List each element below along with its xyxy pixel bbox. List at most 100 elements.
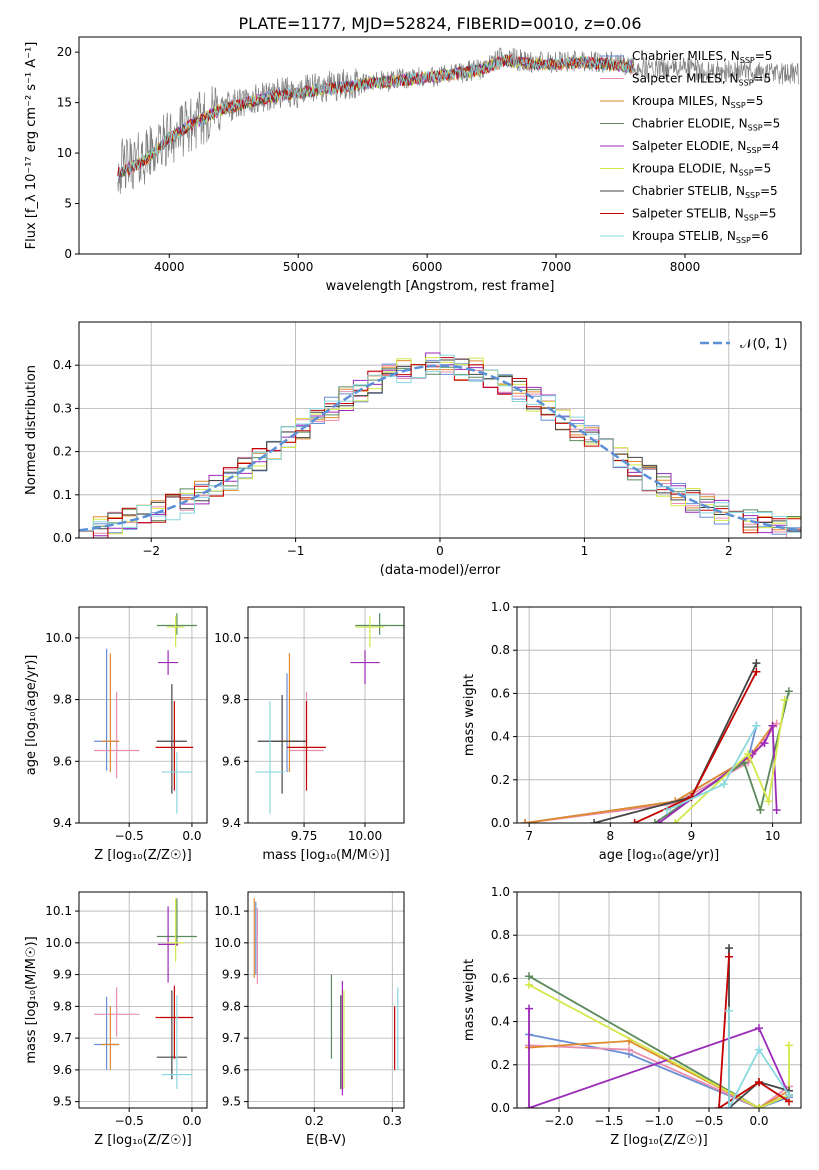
weight-point [715,1104,723,1108]
axes: −2 −1 0 1 2 0.0 0.1 0.2 0.3 0.4 (data-model)/error… [24,321,802,578]
plot-area [94,613,197,814]
weight-point [752,721,761,730]
x-tick-label: 7000 [541,260,572,274]
observed-spectrum [117,47,799,195]
weight-point [630,819,639,823]
x-tick-label: 4000 [154,260,185,274]
panel-age_vs_mass: 9.75 10.00 9.4 9.6 9.8 10.0 mass [log₁₀(M/M☉)] [214,606,405,863]
weight-point [756,806,765,815]
weight-line-8 [718,956,790,1108]
panel-mass_vs_Z: −0.5 0.0 9.5 9.6 9.7 9.8 9.9 10.0 10.1 Z [log₁₀(Z… [24,891,208,1148]
weight-line-3 [528,1040,790,1108]
axes-frame [247,891,405,1109]
weight-point [755,1078,763,1087]
y-tick-label: 0.8 [491,928,510,942]
model-spectrum-7 [117,54,634,178]
y-tick-label: 9.5 [222,1095,241,1109]
y-tick-label: 9.8 [222,999,241,1013]
x-tick-label: 2 [725,544,733,558]
y-tick-label: 10.0 [45,631,72,645]
axes: 9.75 10.00 9.4 9.6 9.8 10.0 mass [log₁₀(M/M☉)] [214,606,405,863]
x-axis-label: E(B-V) [306,1133,346,1148]
weight-line-3 [524,725,774,823]
x-tick-label: 8 [606,829,614,843]
x-axis-label: Z [log₁₀(Z/Z☉)] [94,1133,191,1148]
y-tick-label: 5 [64,197,72,211]
weight-line-5 [528,1008,790,1108]
y-tick-label: 9.6 [222,1063,241,1077]
x-axis-label: age [log₁₀(age/yr)] [599,848,720,863]
panel-mass_vs_ebv: 0.2 0.3 9.5 9.6 9.7 9.8 9.9 10.0 10.1 E(B-V) [214,891,405,1148]
x-axis-label: Z [log₁₀(Z/Z☉)] [94,848,191,863]
y-tick-label: 1.0 [491,600,510,614]
axes-frame [78,891,208,1109]
weight-point [671,819,680,823]
weight-point [650,819,659,823]
y-tick-label: 10 [57,146,72,160]
weight-point [760,739,769,748]
model-spectrum-8 [117,54,634,178]
weight-point [744,749,753,758]
y-tick-label: 9.4 [53,816,72,830]
y-axis-label: mass [log₁₀(M/M☉)] [24,936,39,1063]
weight-point [525,1004,533,1013]
y-tick-label: 0.2 [53,445,72,459]
weight-point [752,659,761,668]
plot-area [255,613,404,814]
weight-point [655,819,663,823]
y-tick-label: 0.0 [491,816,510,830]
y-tick-label: 0.1 [53,488,72,502]
legend-label: Kroupa MILES, NSSP=5 [632,94,763,110]
weight-point [525,980,533,989]
panel-weight_vs_age: 7 8 9 10 0.0 0.2 0.4 0.6 0.8 1.0 age [log₁₀(age/yr… [462,600,802,863]
axes-frame [247,606,405,824]
y-tick-label: 0.3 [53,401,72,415]
normal-curve [79,364,801,532]
weight-line-6 [528,984,790,1108]
x-axis-label: Z [log₁₀(Z/Z☉)] [610,1133,707,1148]
y-tick-label: 15 [57,96,72,110]
plot-area [525,944,793,1108]
legend-label: Salpeter STELIB, NSSP=5 [632,207,776,223]
legend-label: Salpeter MILES, NSSP=5 [632,72,771,88]
weight-point [590,819,599,823]
weight-line-6 [674,699,786,823]
y-tick-label: 9.5 [53,1095,72,1109]
y-tick-label: 9.6 [222,754,241,768]
y-axis-label: mass weight [462,959,477,1041]
y-tick-label: 0.6 [491,971,510,985]
x-tick-label: −1 [287,544,305,558]
y-tick-label: 10.0 [214,631,241,645]
weight-point [784,687,793,696]
x-tick-label: 10 [765,829,780,843]
y-tick-label: 0.8 [491,643,510,657]
legend-label: Salpeter ELODIE, NSSP=4 [632,139,779,155]
y-tick-label: 9.9 [53,968,72,982]
y-tick-label: 9.6 [53,1063,72,1077]
x-tick-label: 0 [436,544,444,558]
y-tick-label: 9.7 [222,1031,241,1045]
weight-point [768,721,777,730]
y-axis-label: Flux [f_λ 10⁻¹⁷ erg cm⁻² s⁻¹ A⁻¹] [24,42,39,250]
y-tick-label: 0.0 [491,1101,510,1115]
panel-weight_vs_Z: −2.0 −1.5 −1.0 −0.5 0.0 0.0 0.2 0.4 0.6 0.8 1.0 Z [… [462,885,802,1148]
panel-residuals: −2 −1 0 1 2 0.0 0.1 0.2 0.3 0.4 (data-model)/error… [24,321,802,578]
weight-point [780,695,789,704]
legend-label: Kroupa STELIB, NSSP=6 [632,229,769,245]
x-tick-label: −1.0 [644,1114,673,1128]
plot-area [94,898,197,1089]
weight-point [663,806,672,815]
y-tick-label: 9.6 [53,754,72,768]
weight-point [525,1104,533,1108]
legend-label: Kroupa ELODIE, NSSP=5 [632,162,771,178]
weight-point [785,1041,793,1050]
weight-point [752,667,761,676]
figure-title: PLATE=1177, MJD=52824, FIBERID=0010, z=0… [238,14,641,33]
legend-label: Chabrier MILES, NSSP=5 [632,49,772,65]
x-tick-label: 6000 [412,260,443,274]
y-axis-label: mass weight [462,674,477,756]
axes: −2.0 −1.5 −1.0 −0.5 0.0 0.0 0.2 0.4 0.6 0.8 1.0 Z [… [462,885,802,1148]
axes: −0.5 0.0 9.4 9.6 9.8 10.0 Z [log₁₀(Z/Z☉)] age [… [24,606,208,863]
x-tick-label: −1.5 [594,1114,623,1128]
